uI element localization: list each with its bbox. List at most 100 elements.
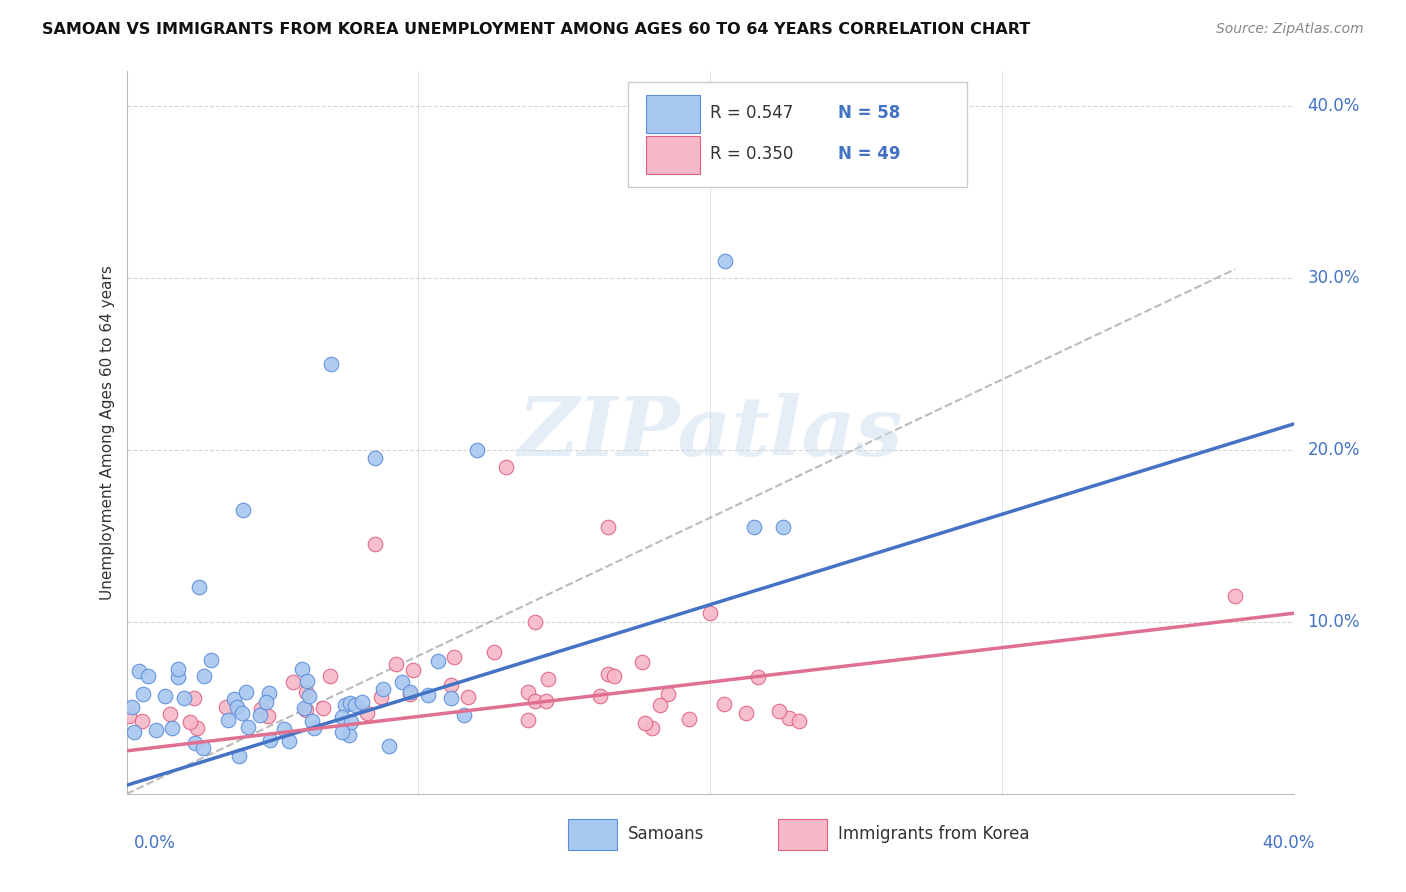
- Point: [772, 520, 794, 534]
- Point: [235, 685, 257, 699]
- Point: [131, 714, 153, 729]
- Point: [333, 698, 356, 712]
- Point: [778, 711, 800, 725]
- Point: [465, 442, 488, 457]
- Point: [534, 694, 557, 708]
- Point: [228, 749, 250, 764]
- Point: [330, 710, 353, 724]
- Point: [734, 706, 756, 720]
- Point: [482, 645, 505, 659]
- Point: [191, 741, 214, 756]
- Point: [297, 689, 319, 703]
- Point: [193, 669, 215, 683]
- Point: [426, 654, 449, 668]
- Point: [363, 451, 385, 466]
- Text: 40.0%: 40.0%: [1263, 834, 1315, 852]
- Point: [312, 700, 335, 714]
- Point: [291, 662, 314, 676]
- Point: [742, 520, 765, 534]
- Point: [516, 713, 538, 727]
- Point: [418, 688, 440, 702]
- Point: [517, 685, 540, 699]
- Point: [343, 698, 366, 712]
- Point: [402, 663, 425, 677]
- Point: [122, 724, 145, 739]
- Point: [222, 692, 245, 706]
- Point: [657, 687, 679, 701]
- Point: [250, 701, 273, 715]
- Point: [371, 681, 394, 696]
- Point: [356, 706, 378, 720]
- FancyBboxPatch shape: [645, 95, 700, 133]
- FancyBboxPatch shape: [645, 136, 700, 174]
- Point: [457, 690, 479, 704]
- Point: [301, 714, 323, 728]
- Point: [128, 665, 150, 679]
- Text: SAMOAN VS IMMIGRANTS FROM KOREA UNEMPLOYMENT AMONG AGES 60 TO 64 YEARS CORRELATI: SAMOAN VS IMMIGRANTS FROM KOREA UNEMPLOY…: [42, 22, 1031, 37]
- Point: [713, 253, 735, 268]
- Point: [136, 668, 159, 682]
- Text: Source: ZipAtlas.com: Source: ZipAtlas.com: [1216, 22, 1364, 37]
- Point: [173, 690, 195, 705]
- Point: [167, 662, 190, 676]
- Point: [453, 707, 475, 722]
- Text: 20.0%: 20.0%: [1308, 441, 1360, 458]
- Point: [524, 694, 547, 708]
- Point: [631, 655, 654, 669]
- Point: [226, 700, 249, 714]
- Text: Immigrants from Korea: Immigrants from Korea: [838, 825, 1031, 843]
- Point: [634, 715, 657, 730]
- Point: [352, 695, 374, 709]
- Point: [440, 678, 463, 692]
- Point: [281, 674, 304, 689]
- Point: [145, 723, 167, 738]
- Point: [186, 721, 208, 735]
- Point: [118, 708, 141, 723]
- Point: [768, 704, 790, 718]
- Point: [184, 736, 207, 750]
- Point: [131, 687, 153, 701]
- Point: [385, 657, 408, 672]
- Point: [641, 721, 664, 735]
- Point: [249, 708, 271, 723]
- Point: [370, 690, 392, 704]
- FancyBboxPatch shape: [568, 819, 617, 849]
- Text: ZIPatlas: ZIPatlas: [517, 392, 903, 473]
- Point: [183, 690, 205, 705]
- Point: [378, 739, 401, 753]
- Point: [217, 714, 239, 728]
- Point: [200, 652, 222, 666]
- Point: [319, 357, 342, 371]
- Point: [292, 700, 315, 714]
- Text: R = 0.547: R = 0.547: [710, 104, 793, 122]
- Point: [231, 706, 253, 721]
- Point: [167, 670, 190, 684]
- Point: [363, 537, 385, 551]
- Text: 40.0%: 40.0%: [1308, 96, 1360, 115]
- Point: [524, 615, 547, 629]
- Point: [337, 728, 360, 742]
- Point: [443, 650, 465, 665]
- Point: [273, 722, 295, 736]
- Point: [1223, 589, 1246, 603]
- Point: [399, 684, 422, 698]
- Point: [232, 503, 254, 517]
- Text: N = 49: N = 49: [838, 145, 901, 163]
- Point: [340, 714, 363, 729]
- Point: [159, 706, 181, 721]
- Point: [188, 581, 211, 595]
- Point: [495, 460, 517, 475]
- Text: N = 58: N = 58: [838, 104, 901, 122]
- Point: [259, 733, 281, 747]
- Point: [179, 715, 201, 730]
- Point: [257, 686, 280, 700]
- Point: [598, 666, 620, 681]
- Y-axis label: Unemployment Among Ages 60 to 64 years: Unemployment Among Ages 60 to 64 years: [100, 265, 115, 600]
- Point: [391, 674, 413, 689]
- Point: [278, 733, 301, 747]
- Point: [160, 721, 183, 735]
- Point: [398, 687, 420, 701]
- Point: [121, 700, 143, 714]
- Point: [319, 668, 342, 682]
- Point: [603, 669, 626, 683]
